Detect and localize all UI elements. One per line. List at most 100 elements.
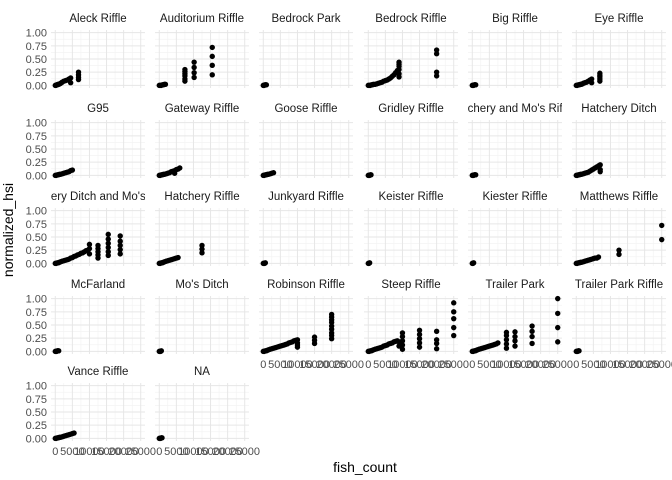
data-point [451, 315, 457, 322]
facet-panel: Big Riffle [468, 13, 562, 89]
data-point [117, 238, 123, 244]
y-tick-label: 0.25 [26, 67, 47, 79]
facet-title: Bedrock Park [271, 13, 340, 25]
data-point [294, 340, 301, 346]
data-point [158, 348, 165, 354]
x-tick-label: 5000 [581, 359, 605, 371]
data-point [75, 69, 82, 75]
x-tick-label: 0 [260, 359, 266, 371]
data-point [95, 242, 101, 249]
data-point [399, 346, 406, 352]
y-tick-label: 0.00 [26, 170, 47, 182]
y-tick-label: 0.00 [26, 433, 47, 445]
x-tick-label: 5000 [477, 359, 501, 371]
data-point [472, 172, 479, 178]
data-point [503, 345, 510, 351]
data-point [162, 81, 169, 88]
x-tick-label: 10000 [387, 359, 418, 371]
facet-title: Auditorium Riffle [160, 13, 244, 25]
facet-title: NA [194, 366, 210, 378]
data-point [451, 324, 457, 331]
data-point [171, 170, 178, 176]
y-tick-label: 0.75 [26, 307, 47, 319]
facet-title: Junkyard Riffle [268, 191, 344, 203]
data-point [576, 348, 582, 354]
data-point [105, 249, 111, 255]
x-tick-label: 15000 [508, 359, 539, 371]
facet-panel: Gridley Riffle [364, 103, 458, 179]
data-point [209, 72, 215, 78]
data-point [191, 74, 197, 81]
data-point [328, 311, 335, 318]
x-tick-label: 15000 [195, 446, 226, 458]
data-point [416, 327, 423, 333]
x-tick-label: 15000 [404, 359, 435, 371]
facet-title: Kiester Riffle [483, 191, 548, 203]
facet-panel: Vance Riffle 0.000.250.500.751.00 0 5000100… [26, 366, 156, 458]
y-tick-label: 1.00 [26, 381, 47, 393]
data-point [105, 231, 111, 238]
facet-panel: Mo's Ditch [155, 279, 249, 355]
data-point [209, 44, 215, 51]
data-point [512, 343, 518, 349]
data-point [209, 62, 215, 69]
x-tick-label: 15000 [299, 359, 330, 371]
x-tick-label: 10000 [595, 359, 626, 371]
data-point [175, 254, 181, 261]
data-point [117, 246, 123, 253]
facet-panel: Goose Riffle [259, 103, 353, 179]
facet-panel: Bedrock Riffle [364, 13, 458, 89]
data-point [588, 80, 595, 86]
y-tick-label: 0.75 [26, 41, 47, 53]
facet-title: McFarland [71, 279, 125, 291]
data-point [451, 309, 457, 315]
data-point [328, 323, 335, 329]
data-point [69, 167, 76, 173]
data-point [503, 329, 510, 336]
facet-panel: Hatchery and Mo's Riffles [468, 103, 562, 179]
data-point [503, 337, 510, 343]
x-tick-label: 15000 [612, 359, 643, 371]
data-point [105, 244, 111, 251]
data-point [311, 334, 318, 340]
facet-panel: Hatchery Riffle [155, 191, 249, 267]
x-tick-label: 5000 [373, 359, 397, 371]
facet-panel: Hatchery Ditch and Mo's Ditch 0.000.250.5… [26, 191, 145, 270]
x-tick-label: 25000 [542, 359, 573, 371]
facet-panel: Keister Riffle [364, 191, 458, 267]
x-tick-label: 20000 [108, 446, 139, 458]
data-point [117, 242, 123, 249]
data-point [105, 236, 111, 242]
facet-title: Gateway Riffle [165, 103, 240, 115]
data-point [270, 170, 277, 176]
data-point [67, 80, 74, 86]
facet-title: G95 [87, 103, 109, 115]
facet-title: Trailer Park Riffle [575, 279, 663, 291]
data-point [399, 333, 406, 340]
facet-title: Hatchery Ditch [581, 103, 656, 115]
facet-title: Matthews Riffle [580, 191, 658, 203]
data-point [451, 332, 457, 339]
data-point [529, 328, 535, 335]
data-point [209, 53, 215, 60]
x-tick-label: 25000 [646, 359, 672, 371]
y-tick-label: 0.50 [26, 144, 47, 156]
x-tick-label: 10000 [282, 359, 313, 371]
data-point [416, 344, 423, 350]
y-tick-label: 0.50 [26, 232, 47, 244]
data-point [555, 339, 561, 345]
x-tick-label: 0 [469, 359, 475, 371]
facet-panel: Eye Riffle [572, 13, 666, 89]
facet-panel: McFarland 0.000.250.500.751.00 [26, 279, 145, 358]
data-point [433, 51, 440, 57]
x-tick-label: 5000 [164, 446, 188, 458]
facet-panel: Bedrock Park [259, 13, 353, 89]
data-point [512, 338, 518, 344]
facet-panel: Hatchery Ditch [572, 103, 666, 179]
x-tick-label: 5000 [268, 359, 292, 371]
y-tick-label: 1.00 [26, 206, 47, 218]
y-tick-label: 1.00 [26, 28, 47, 40]
y-tick-label: 0.75 [26, 219, 47, 231]
